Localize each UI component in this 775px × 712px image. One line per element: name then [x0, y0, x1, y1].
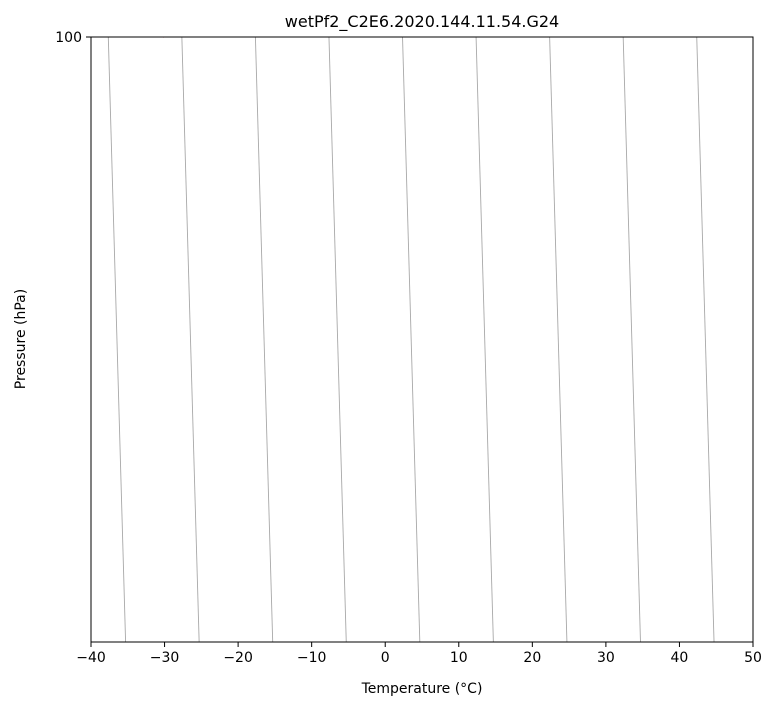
chart-title: wetPf2_C2E6.2020.144.11.54.G24 [285, 12, 559, 32]
isotherm-line [696, 37, 715, 642]
isotherm-line [107, 37, 127, 642]
x-tick-label: −10 [297, 650, 327, 666]
x-axis-label: Temperature (°C) [361, 681, 483, 697]
x-tick-label: −20 [223, 650, 253, 666]
x-tick-label: 30 [597, 650, 615, 666]
x-tick-label: 20 [523, 650, 541, 666]
isotherm-line [328, 37, 347, 642]
y-axis-label: Pressure (hPa) [13, 289, 29, 389]
isotherm-line [549, 37, 568, 642]
x-tick-label: 40 [671, 650, 689, 666]
x-tick-label: −40 [76, 650, 106, 666]
x-tick-label: −30 [150, 650, 180, 666]
x-tick-label: 50 [744, 650, 762, 666]
isotherm-line [181, 37, 200, 642]
dry-adiabat-line [0, 0, 324, 37]
y-tick-label: 100 [55, 30, 82, 46]
isotherm-line [770, 37, 775, 642]
plot-frame [90, 36, 754, 643]
isotherm-line [254, 37, 274, 642]
isotherm-line [622, 37, 641, 642]
dry-adiabat-line [0, 0, 249, 37]
isotherm-line [35, 37, 52, 642]
saturation-curve-line [0, 0, 165, 37]
x-tick-label: 0 [381, 650, 390, 666]
isotherm-line [402, 37, 421, 642]
x-tick-label: 10 [450, 650, 468, 666]
isotherm-line [475, 37, 494, 642]
